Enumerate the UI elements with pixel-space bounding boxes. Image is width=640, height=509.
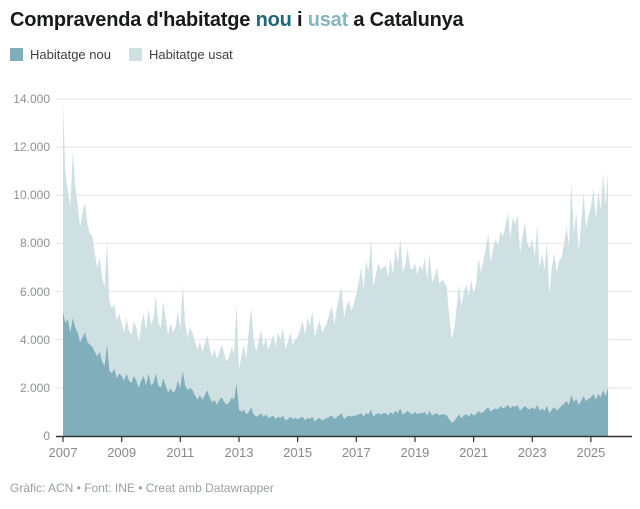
x-tick-label: 2009 [107,445,137,460]
y-tick-label: 2.000 [19,380,50,395]
chart-title: Compravenda d'habitatge nou i usat a Cat… [10,9,464,32]
legend: Habitatge nou Habitatge usat [10,47,233,62]
title-text-3: a Catalunya [348,9,464,31]
x-tick-label: 2017 [341,445,371,460]
y-tick-label: 4.000 [19,332,50,347]
x-tick-label: 2025 [576,445,606,460]
legend-swatch-habitatge-nou [10,48,23,61]
x-tick-label: 2013 [224,445,254,460]
x-tick-label: 2007 [48,445,78,460]
x-tick-label: 2021 [459,445,489,460]
title-text-2: i [291,9,308,31]
legend-item-habitatge-usat: Habitatge usat [128,47,233,62]
x-tick-label: 2019 [400,445,430,460]
y-tick-label: 14.000 [13,92,50,106]
legend-label: Habitatge usat [148,47,233,62]
x-tick-label: 2015 [283,445,313,460]
legend-item-habitatge-nou: Habitatge nou [10,47,111,62]
title-text-1: Compravenda d'habitatge [10,9,256,31]
y-tick-label: 6.000 [19,284,50,299]
y-tick-label: 8.000 [19,236,50,251]
y-tick-label: 12.000 [13,140,50,155]
legend-swatch-habitatge-usat [128,48,142,61]
title-accent-nou: nou [255,9,292,31]
y-tick-label: 10.000 [13,188,50,203]
x-tick-label: 2011 [166,445,195,460]
area-habitatge-nou [63,312,609,436]
chart-credit: Gràfic: ACN • Font: INE • Creat amb Data… [10,481,274,495]
legend-label: Habitatge nou [30,47,111,62]
area-habitatge-usat [63,103,609,436]
y-tick-label: 0 [43,429,50,443]
x-tick-label: 2023 [517,445,547,460]
title-accent-usat: usat [307,9,349,31]
